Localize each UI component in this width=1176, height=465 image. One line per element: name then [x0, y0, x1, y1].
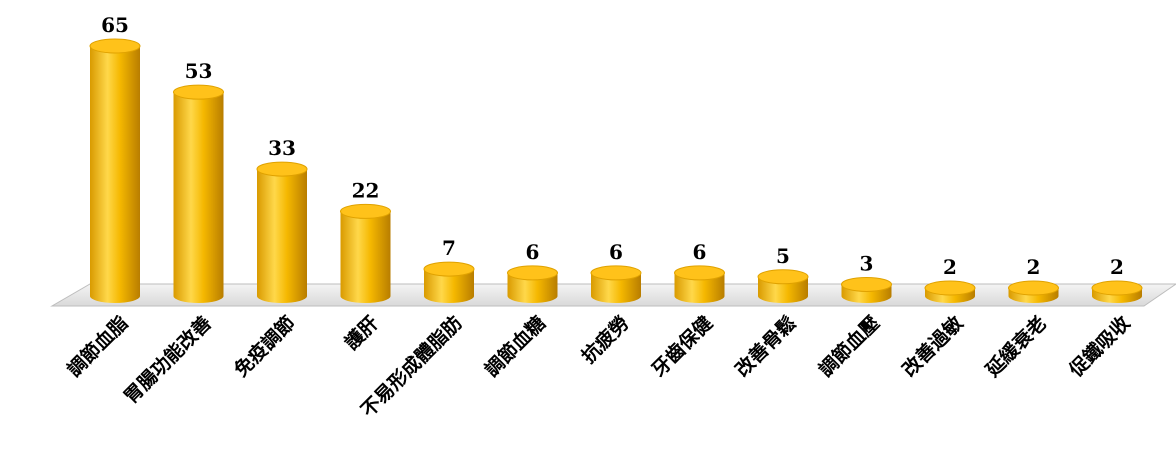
- bar-body: [340, 211, 391, 304]
- category-label: 護肝: [340, 311, 383, 354]
- bar-body: [424, 269, 474, 303]
- bar-body: [90, 46, 140, 303]
- bar-top: [841, 276, 892, 292]
- bar: [340, 203, 391, 304]
- data-label: 22: [352, 178, 380, 202]
- bar-top: [1091, 280, 1143, 296]
- bar-body: [591, 272, 641, 303]
- category-label: 延緩衰老: [980, 311, 1051, 382]
- data-label: 2: [943, 255, 957, 279]
- bar-top: [423, 261, 475, 277]
- bar-top: [256, 161, 308, 177]
- bar-top: [340, 203, 391, 219]
- bar: [507, 265, 558, 304]
- category-label: 促鐵吸收: [1064, 311, 1135, 382]
- data-label: 33: [268, 136, 296, 160]
- bar: [423, 261, 475, 303]
- bars-group: [89, 38, 1143, 304]
- bar-top: [89, 38, 141, 54]
- data-label: 7: [442, 236, 456, 260]
- bar-top: [1008, 280, 1059, 296]
- bar-body: [507, 272, 558, 304]
- bar-body: [173, 92, 224, 303]
- bar-top: [507, 265, 558, 281]
- bar-top: [590, 265, 642, 281]
- category-label: 免疫調節: [230, 311, 300, 381]
- data-label: 6: [609, 240, 623, 264]
- data-label: 65: [101, 13, 129, 37]
- bar: [674, 265, 725, 304]
- data-label: 2: [1110, 255, 1124, 279]
- data-label: 2: [1027, 255, 1041, 279]
- data-label: 6: [526, 240, 540, 264]
- bar: [173, 84, 224, 303]
- bar: [1008, 280, 1059, 304]
- bar: [256, 161, 308, 303]
- bar: [1091, 280, 1143, 303]
- bar: [757, 269, 809, 303]
- category-label: 改善過敏: [898, 311, 968, 381]
- bar-top: [757, 269, 809, 285]
- bar-body: [257, 169, 307, 303]
- category-label: 胃腸功能改善: [119, 311, 216, 408]
- category-label: 調節血壓: [814, 311, 884, 381]
- bar-top: [674, 265, 725, 281]
- data-label: 5: [776, 244, 790, 268]
- data-label: 53: [185, 59, 213, 83]
- bar-top: [924, 280, 976, 296]
- data-label: 6: [693, 240, 707, 264]
- bar-top: [173, 84, 224, 100]
- bar: [924, 280, 976, 303]
- category-label: 改善骨鬆: [731, 311, 801, 381]
- bar: [590, 265, 642, 303]
- bar: [89, 38, 141, 303]
- category-label: 牙齒保健: [647, 311, 717, 381]
- bar: [841, 276, 892, 304]
- data-label: 3: [860, 251, 874, 275]
- bar-body: [674, 272, 725, 304]
- category-label: 抗疲勞: [577, 311, 634, 368]
- category-label: 調節血脂: [63, 311, 133, 381]
- category-label: 調節血糖: [480, 311, 550, 381]
